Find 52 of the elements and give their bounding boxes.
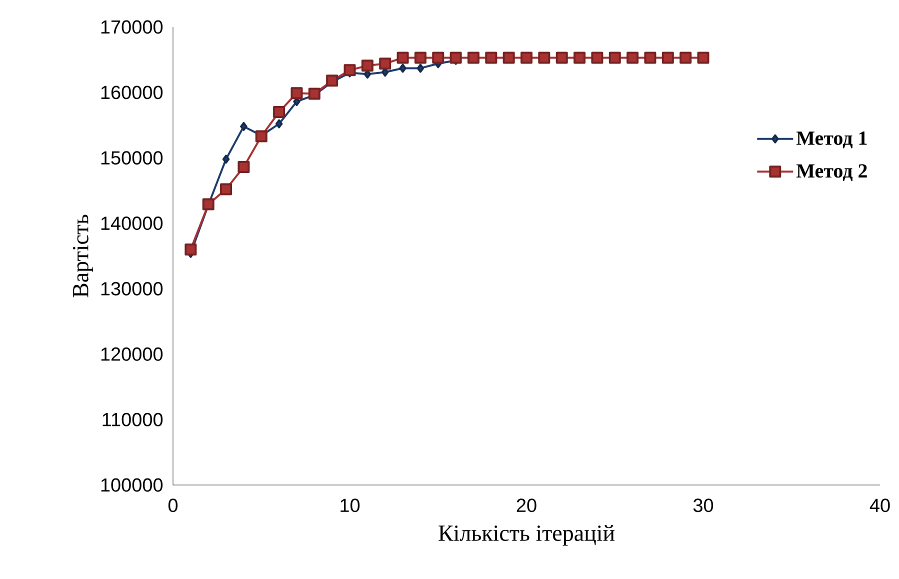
point — [538, 52, 550, 64]
point — [608, 52, 621, 64]
y-tick-label: 140000 — [101, 216, 163, 230]
point — [591, 52, 604, 64]
point — [485, 52, 498, 64]
point — [255, 130, 268, 142]
point — [520, 52, 532, 64]
point — [626, 52, 639, 64]
point — [326, 74, 338, 87]
y-tick-label: 110000 — [102, 412, 163, 426]
point — [467, 52, 480, 64]
point — [290, 87, 303, 100]
point — [574, 52, 586, 64]
point — [396, 52, 409, 64]
x-axis-title: Кількість ітерацій — [438, 524, 615, 546]
y-axis-title: Вартість — [72, 214, 94, 298]
y-tick-label: 160000 — [101, 86, 163, 100]
legend-label: Метод 2 — [796, 164, 867, 181]
point — [556, 52, 568, 64]
point — [361, 60, 374, 72]
y-tick-label: 130000 — [101, 282, 163, 296]
x-tick-label: 10 — [340, 498, 360, 512]
legend-label: Метод 1 — [796, 132, 867, 148]
point — [184, 243, 197, 256]
x-tick-label: 40 — [870, 498, 890, 512]
point — [379, 58, 392, 70]
point — [202, 198, 214, 210]
point — [399, 64, 406, 73]
point — [432, 52, 444, 64]
y-tick-label: 150000 — [101, 151, 163, 165]
point — [344, 64, 356, 76]
point — [644, 52, 656, 64]
x-tick-label: 20 — [516, 498, 536, 512]
x-tick-label: 0 — [168, 498, 178, 512]
point — [238, 161, 250, 174]
x-tick-label: 30 — [693, 498, 714, 512]
point — [450, 52, 462, 64]
point — [414, 52, 426, 64]
point — [240, 122, 248, 131]
point — [308, 88, 320, 100]
point — [275, 119, 283, 128]
y-tick-label: 100000 — [101, 478, 163, 492]
point — [273, 106, 286, 118]
point — [222, 154, 230, 164]
y-tick-label: 170000 — [101, 20, 163, 34]
point — [697, 52, 710, 64]
point — [416, 64, 424, 73]
y-tick-label: 120000 — [101, 347, 163, 361]
point — [502, 52, 515, 64]
point — [662, 52, 674, 64]
point — [220, 183, 232, 196]
point — [680, 52, 692, 64]
